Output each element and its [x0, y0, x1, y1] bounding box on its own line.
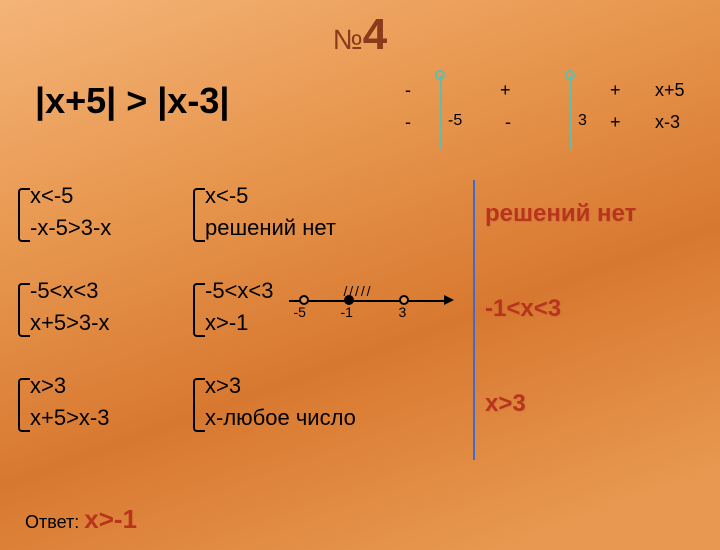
- answer-value: x>-1: [84, 504, 137, 534]
- case3-cond1: x>3: [30, 370, 205, 402]
- case1-mid2: решений нет: [205, 212, 485, 244]
- number-prefix: №: [333, 24, 363, 55]
- final-answer: Ответ: x>-1: [25, 504, 137, 535]
- case3-mid2: х-любое число: [205, 402, 485, 434]
- case2-mid1: -5<x<3: [205, 275, 274, 307]
- case-2: -5<x<3 x+5>3-x -5<x<3 x>-1 / / / / / -5: [30, 275, 690, 345]
- case1-cond2: -x-5>3-x: [30, 212, 205, 244]
- case1-mid1: x<-5: [205, 180, 485, 212]
- sign-row-1: - + + x+5: [380, 80, 700, 112]
- case1-cond1: x<-5: [30, 180, 205, 212]
- problem-number: №4: [0, 10, 720, 60]
- case-1: x<-5 -x-5>3-x x<-5 решений нет решений н…: [30, 180, 690, 250]
- case1-result: решений нет: [485, 200, 685, 228]
- case3-cond2: x+5>x-3: [30, 402, 205, 434]
- case-3: x>3 x+5>x-3 x>3 х-любое число x>3: [30, 370, 690, 440]
- case2-mid2: x>-1: [205, 307, 274, 339]
- main-inequality: |x+5| > |x-3|: [35, 80, 229, 122]
- cases-area: x<-5 -x-5>3-x x<-5 решений нет решений н…: [30, 180, 690, 465]
- sign-chart: - + + x+5 - -5 - 3 + x-3: [380, 80, 700, 150]
- number-line: / / / / / -5 -1 3: [289, 280, 449, 320]
- sign-row-2: - -5 - 3 + x-3: [380, 112, 700, 144]
- number-value: 4: [363, 10, 387, 59]
- case3-result: x>3: [485, 390, 685, 418]
- case3-mid1: x>3: [205, 370, 485, 402]
- answer-label: Ответ:: [25, 512, 79, 532]
- case2-result: -1<x<3: [485, 295, 685, 323]
- case2-cond2: x+5>3-x: [30, 307, 205, 339]
- case2-cond1: -5<x<3: [30, 275, 205, 307]
